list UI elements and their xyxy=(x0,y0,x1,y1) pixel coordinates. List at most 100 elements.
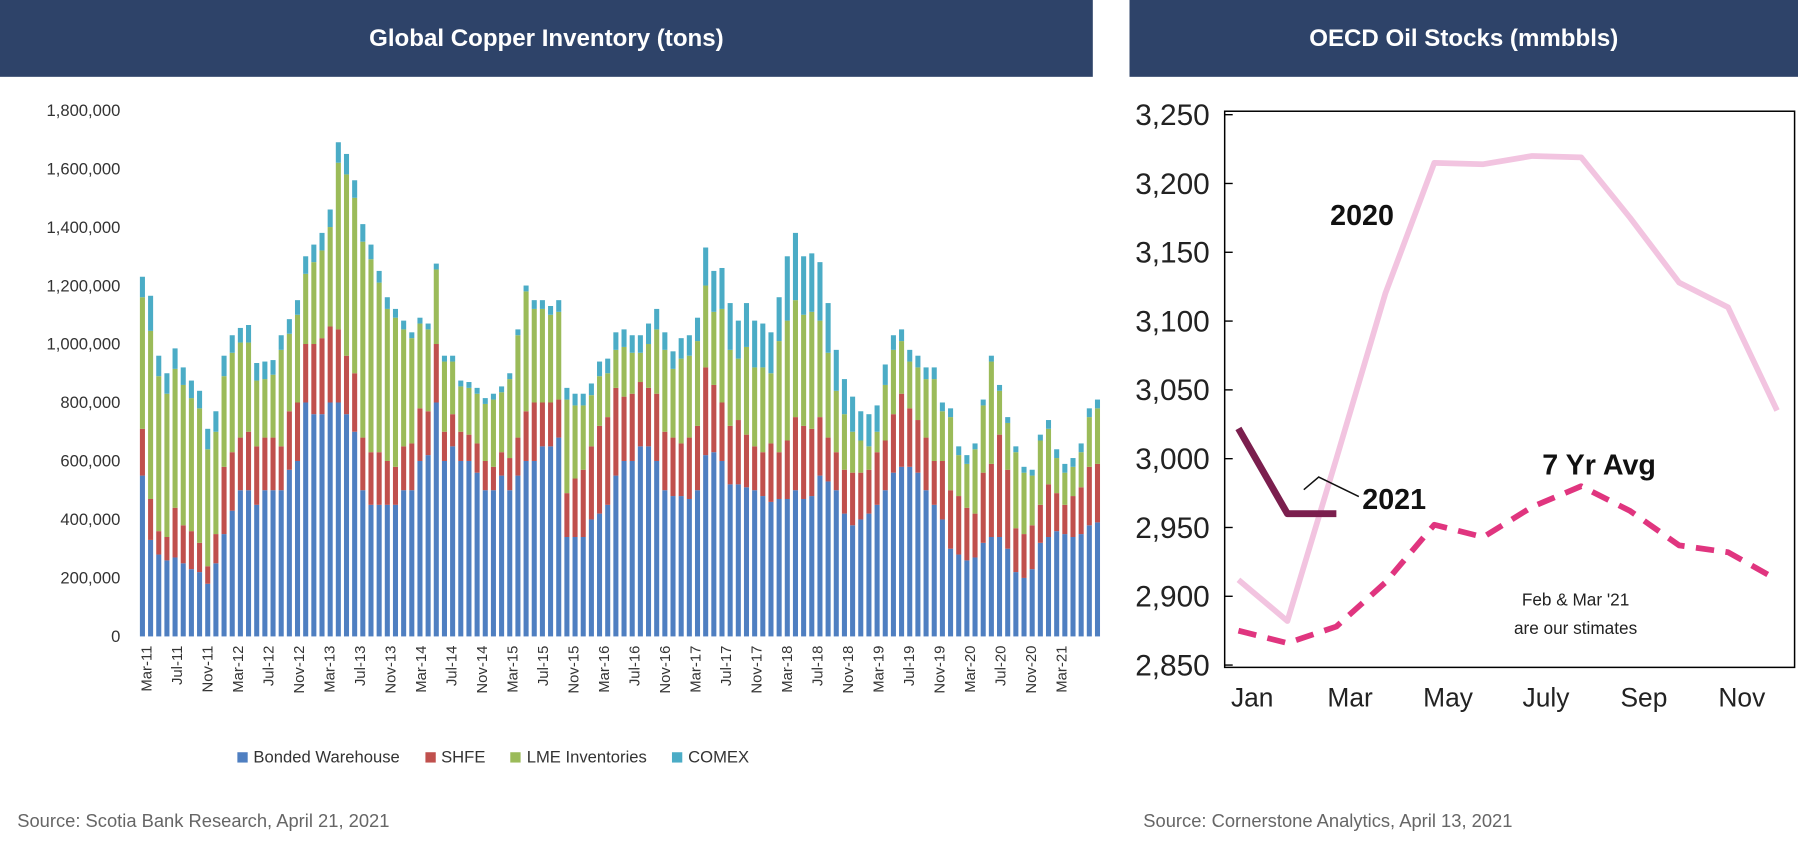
bar-segment-bonded-warehouse xyxy=(703,455,709,637)
bar-segment-lme-inventories xyxy=(205,449,211,567)
bar-segment-shfe xyxy=(703,367,709,456)
bar-segment-comex xyxy=(1005,417,1011,423)
legend-item-comex: COMEX xyxy=(672,749,749,767)
bar-segment-lme-inventories xyxy=(637,352,643,383)
bar-segment-lme-inventories xyxy=(1078,452,1084,488)
bar-segment-shfe xyxy=(482,460,488,491)
x-tick-label: Nov-14 xyxy=(475,646,491,694)
bar-segment-shfe xyxy=(1021,534,1027,578)
bar-segment-lme-inventories xyxy=(1045,428,1052,485)
legend-label: Bonded Warehouse xyxy=(253,748,400,768)
bar-segment-bonded-warehouse xyxy=(221,534,227,637)
bar-segment-comex xyxy=(841,379,847,415)
x-tick-label: Mar-11 xyxy=(139,646,155,692)
bar-segment-comex xyxy=(466,382,472,388)
bar-segment-lme-inventories xyxy=(735,358,741,421)
bar-segment-bonded-warehouse xyxy=(1045,536,1052,637)
bar-segment-bonded-warehouse xyxy=(409,490,415,637)
bar-segment-comex xyxy=(246,325,252,343)
legend-label: SHFE xyxy=(441,748,486,768)
bar-segment-shfe xyxy=(564,493,570,537)
bar-segment-comex xyxy=(237,327,243,343)
y-tick-label: 1,200,000 xyxy=(46,276,120,295)
bar-segment-lme-inventories xyxy=(784,320,790,441)
legend-swatch-icon xyxy=(425,752,436,763)
bar-segment-bonded-warehouse xyxy=(303,402,309,637)
bar-segment-comex xyxy=(580,393,586,406)
bar-segment-bonded-warehouse xyxy=(948,548,954,637)
bar-segment-lme-inventories xyxy=(148,330,154,499)
bar-segment-shfe xyxy=(172,507,178,558)
legend-label: LME Inventories xyxy=(526,748,647,768)
bar-segment-bonded-warehouse xyxy=(556,437,562,637)
bar-segment-comex xyxy=(515,329,521,336)
bar-segment-shfe xyxy=(662,431,668,491)
bar-segment-bonded-warehouse xyxy=(564,536,570,637)
bar-segment-lme-inventories xyxy=(213,431,219,535)
bar-segment-comex xyxy=(972,443,978,450)
bar-segment-lme-inventories xyxy=(931,379,937,461)
bar-segment-comex xyxy=(490,393,496,400)
bar-segment-bonded-warehouse xyxy=(776,498,782,637)
bar-segment-comex xyxy=(482,398,488,404)
bar-segment-bonded-warehouse xyxy=(1029,569,1035,637)
bar-segment-lme-inventories xyxy=(613,349,619,388)
bar-segment-bonded-warehouse xyxy=(1005,548,1011,637)
bar-segment-shfe xyxy=(360,437,366,491)
bar-segment-bonded-warehouse xyxy=(539,446,545,637)
bar-segment-comex xyxy=(303,256,309,274)
bar-segment-lme-inventories xyxy=(433,269,439,345)
copper-chart: 0 200,000 400,000 600,000 800,000 1,000,000 1,… xyxy=(46,101,1101,694)
x-tick-label: Mar-19 xyxy=(871,646,887,693)
x-tick-label: Mar-15 xyxy=(505,646,521,693)
bar-segment-shfe xyxy=(654,393,660,461)
bar-segment-bonded-warehouse xyxy=(262,490,268,637)
bar-segment-bonded-warehouse xyxy=(646,446,652,637)
bar-segment-comex xyxy=(956,446,962,456)
bar-segment-comex xyxy=(1037,434,1043,441)
bar-segment-comex xyxy=(776,297,782,342)
bar-segment-comex xyxy=(670,351,676,369)
bar-segment-bonded-warehouse xyxy=(613,475,619,637)
bar-segment-bonded-warehouse xyxy=(711,452,717,637)
bar-segment-shfe xyxy=(931,460,937,505)
bar-segment-comex xyxy=(474,387,480,394)
bar-segment-comex xyxy=(507,373,513,380)
bar-segment-comex xyxy=(931,367,937,380)
bar-segment-lme-inventories xyxy=(172,368,178,508)
series-line-2021 xyxy=(1235,426,1337,518)
bar-segment-shfe xyxy=(939,460,945,520)
bar-segment-lme-inventories xyxy=(776,341,782,453)
bar-segment-lme-inventories xyxy=(262,379,268,438)
bar-segment-bonded-warehouse xyxy=(915,472,921,637)
bar-segment-lme-inventories xyxy=(311,262,317,345)
series-line-7-yr-avg xyxy=(1237,483,1779,646)
bar-segment-comex xyxy=(597,361,603,377)
bar-segment-lme-inventories xyxy=(1037,440,1043,505)
legend-swatch-icon xyxy=(672,752,683,763)
bar-segment-lme-inventories xyxy=(319,250,325,339)
x-tick-label: Mar-14 xyxy=(414,646,430,693)
x-tick-label: Jul-15 xyxy=(536,646,552,687)
annotation-note: Feb & Mar '21 xyxy=(1522,589,1629,609)
bar-segment-comex xyxy=(948,408,954,418)
y-tick-label: 3,000 xyxy=(1135,443,1210,476)
bar-segment-lme-inventories xyxy=(507,379,513,459)
bar-segment-shfe xyxy=(980,472,986,543)
x-tick-label: Jul-12 xyxy=(261,646,277,687)
bar-segment-bonded-warehouse xyxy=(1070,536,1076,637)
bar-segment-bonded-warehouse xyxy=(825,481,831,637)
bar-segment-bonded-warehouse xyxy=(841,513,847,637)
bar-segment-comex xyxy=(156,355,162,377)
y-tick-label: 3,250 xyxy=(1135,99,1210,132)
bar-segment-lme-inventories xyxy=(327,227,333,327)
bar-segment-shfe xyxy=(833,452,839,491)
bar-segment-lme-inventories xyxy=(368,259,374,453)
bar-segment-lme-inventories xyxy=(303,273,309,345)
bar-segment-comex xyxy=(531,300,537,309)
bar-segment-bonded-warehouse xyxy=(850,525,856,637)
bar-segment-shfe xyxy=(205,566,211,584)
bar-segment-shfe xyxy=(752,446,758,491)
bar-segment-comex xyxy=(1078,443,1084,453)
bar-segment-lme-inventories xyxy=(915,367,921,421)
